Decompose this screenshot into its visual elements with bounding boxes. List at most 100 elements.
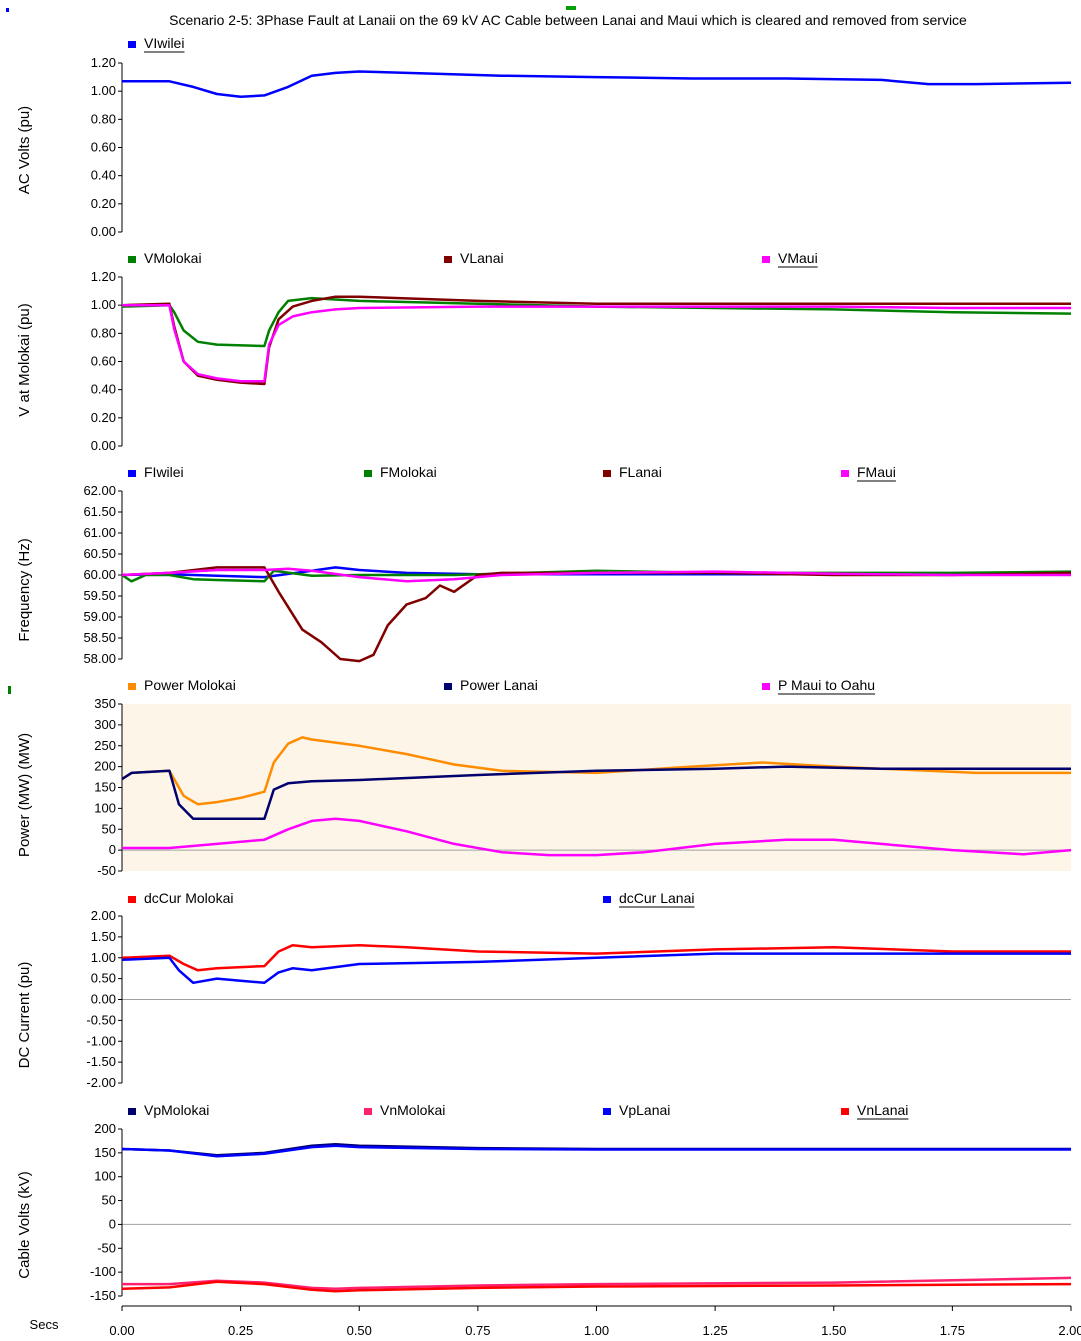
chart-title: Scenario 2-5: 3Phase Fault at Lanaii on … <box>169 12 967 28</box>
legend-swatch <box>762 683 770 690</box>
y-tick-label: 0.20 <box>91 196 116 211</box>
y-axis-label: AC Volts (pu) <box>16 106 33 194</box>
series-line <box>122 303 1071 383</box>
y-tick-label: 0 <box>109 1216 116 1231</box>
x-tick-label: 1.75 <box>940 1323 965 1338</box>
corner-marker <box>6 8 9 12</box>
legend-label: dcCur Lanai <box>619 890 695 906</box>
y-tick-label: 0.00 <box>91 224 116 239</box>
legend-swatch <box>444 256 452 263</box>
y-tick-label: 1.20 <box>91 55 116 70</box>
chart-panel: -2.00 -1.50 -1.00 -0.50 0.00 0.50 1.00 1.50 2.00… <box>16 890 1071 1090</box>
legend-label: VpLanai <box>619 1102 670 1118</box>
y-tick-label: 50 <box>102 1193 116 1208</box>
series-line <box>121 1144 1071 1158</box>
y-tick-label: -1.50 <box>86 1054 116 1069</box>
series-line <box>122 1276 1072 1291</box>
y-tick-label: 60.50 <box>83 546 116 561</box>
legend-label: FMaui <box>857 464 896 480</box>
y-tick-label: 0.40 <box>91 168 116 183</box>
y-tick-label: 59.50 <box>83 588 116 603</box>
legend-swatch <box>841 470 849 477</box>
y-axis-label: V at Molokai (pu) <box>16 303 33 416</box>
y-tick-label: 200 <box>94 759 116 774</box>
legend-swatch <box>444 683 452 690</box>
y-tick-label: 50 <box>102 821 116 836</box>
y-tick-label: -50 <box>97 1240 116 1255</box>
legend-label: VMolokai <box>144 250 202 266</box>
legend-swatch <box>128 256 136 263</box>
y-tick-label: 0.60 <box>91 140 116 155</box>
y-tick-label: 0.00 <box>91 992 116 1007</box>
x-tick-label: 2.00 <box>1058 1323 1081 1338</box>
y-tick-label: 0.00 <box>91 438 116 453</box>
y-tick-label: -100 <box>90 1264 116 1279</box>
y-axis-label: Power (MW) (MW) <box>16 733 33 857</box>
y-tick-label: 0.60 <box>91 354 116 369</box>
y-tick-label: 61.00 <box>83 525 116 540</box>
series-line <box>122 70 1072 99</box>
y-tick-label: -0.50 <box>86 1012 116 1027</box>
y-tick-label: 0.80 <box>91 325 116 340</box>
y-tick-label: 300 <box>94 717 116 732</box>
legend-swatch <box>128 41 136 48</box>
title-marker <box>566 6 576 10</box>
y-tick-label: 58.00 <box>83 651 116 666</box>
series-line <box>122 817 1072 857</box>
y-tick-label: 350 <box>94 696 116 711</box>
x-axis: Secs 0.00 0.25 0.50 0.75 1.00 1.25 1.50 1.75 2.0… <box>30 1305 1081 1338</box>
legend-label: VpMolokai <box>144 1102 209 1118</box>
y-tick-label: 150 <box>94 1145 116 1160</box>
y-tick-label: -2.00 <box>86 1075 116 1090</box>
y-tick-label: 200 <box>94 1121 116 1136</box>
y-tick-label: 59.00 <box>83 609 116 624</box>
y-tick-label: 61.50 <box>83 504 116 519</box>
plot-background <box>122 704 1071 871</box>
series-line <box>121 736 1071 806</box>
y-tick-label: 100 <box>94 800 116 815</box>
y-tick-label: 1.00 <box>91 950 116 965</box>
legend-swatch <box>603 470 611 477</box>
legend-swatch <box>364 470 372 477</box>
legend-label: dcCur Molokai <box>144 890 233 906</box>
y-tick-label: 1.50 <box>91 929 116 944</box>
y-tick-label: 2.00 <box>91 908 116 923</box>
y-axis-label: Cable Volts (kV) <box>16 1171 33 1279</box>
x-tick-label: 0.00 <box>109 1323 134 1338</box>
x-tick-label: 1.25 <box>702 1323 727 1338</box>
x-tick-label: 0.50 <box>347 1323 372 1338</box>
legend-swatch <box>128 896 136 903</box>
legend-swatch <box>128 470 136 477</box>
legend-label: FLanai <box>619 464 662 480</box>
legend-label: VnLanai <box>857 1102 908 1118</box>
series-line <box>121 567 1071 583</box>
legend-label: Power Lanai <box>460 677 538 693</box>
y-tick-label: 100 <box>94 1169 116 1184</box>
legend-label: VIwilei <box>144 35 184 51</box>
y-tick-label: 0.40 <box>91 382 116 397</box>
y-tick-label: 1.00 <box>91 83 116 98</box>
panel-marker <box>8 686 11 694</box>
y-tick-label: 58.50 <box>83 630 116 645</box>
series-line <box>121 952 1071 985</box>
y-tick-label: 1.00 <box>91 297 116 312</box>
y-tick-label: -50 <box>97 863 116 878</box>
chart-panel: 0.00 0.20 0.40 0.60 0.80 1.00 1.20 V at Molokai… <box>16 250 1072 453</box>
x-tick-label: 0.75 <box>465 1323 490 1338</box>
y-tick-label: -150 <box>90 1288 116 1303</box>
y-tick-label: 0.20 <box>91 410 116 425</box>
chart-panel: 58.00 58.50 59.00 59.50 60.00 60.50 61.00 61.50… <box>16 464 1072 666</box>
y-tick-label: -1.00 <box>86 1033 116 1048</box>
series-line <box>121 566 1071 579</box>
legend-swatch <box>364 1108 372 1115</box>
legend-label: Power Molokai <box>144 677 236 693</box>
legend-swatch <box>603 896 611 903</box>
x-tick-label: 1.00 <box>584 1323 609 1338</box>
chart-panel: 0.00 0.20 0.40 0.60 0.80 1.00 1.20 AC Volts (pu… <box>16 35 1072 239</box>
series-line <box>121 943 1071 972</box>
y-tick-label: 250 <box>94 738 116 753</box>
legend-swatch <box>128 1108 136 1115</box>
x-tick-label: 0.25 <box>228 1323 253 1338</box>
legend-swatch <box>841 1108 849 1115</box>
